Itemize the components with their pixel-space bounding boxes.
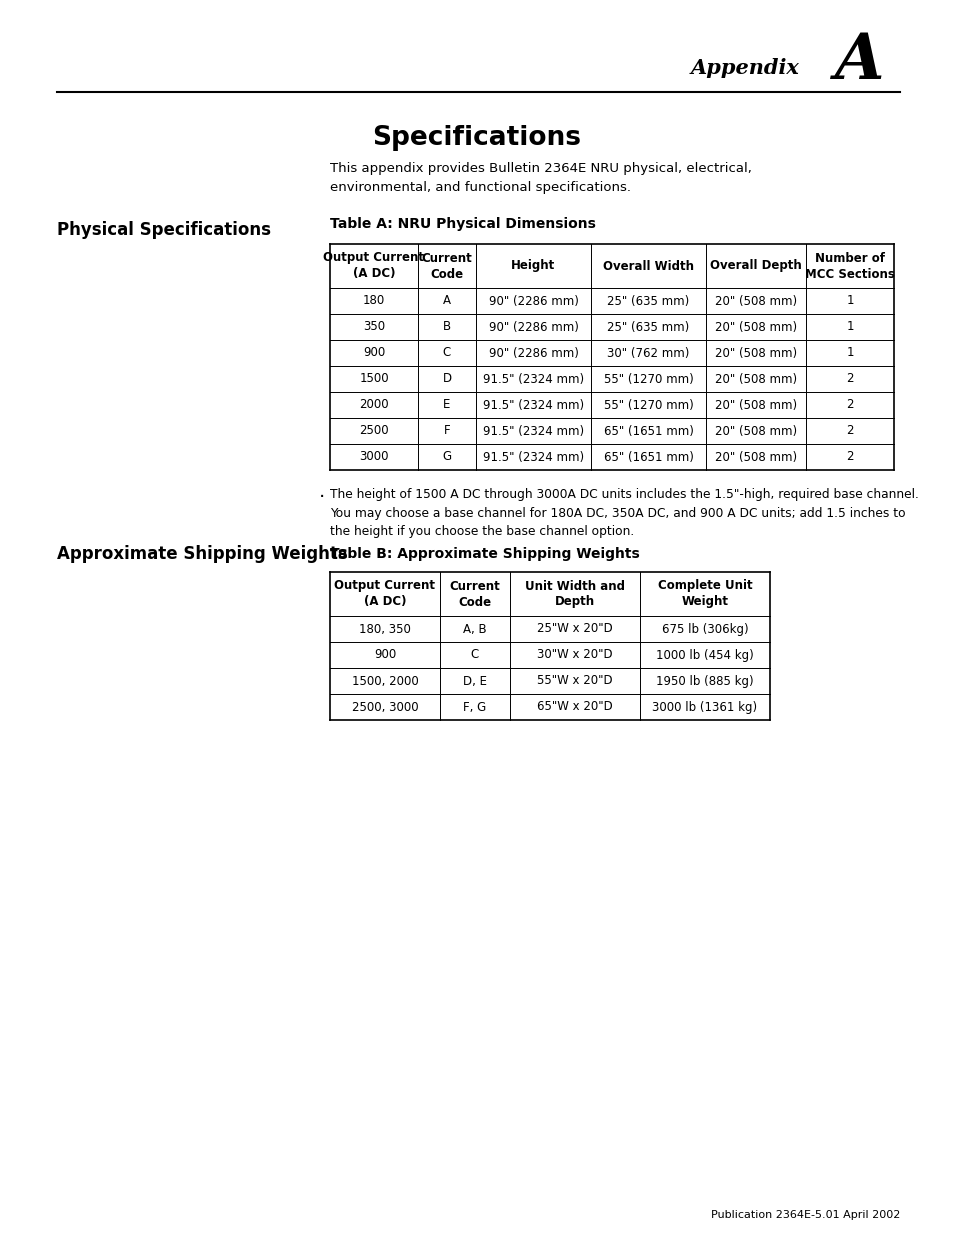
Text: 180: 180	[362, 294, 385, 308]
Text: 65" (1651 mm): 65" (1651 mm)	[603, 425, 693, 437]
Text: 20" (508 mm): 20" (508 mm)	[714, 321, 796, 333]
Text: 2: 2	[845, 373, 853, 385]
Text: 55" (1270 mm): 55" (1270 mm)	[603, 373, 693, 385]
Text: 91.5" (2324 mm): 91.5" (2324 mm)	[482, 373, 583, 385]
Text: 90" (2286 mm): 90" (2286 mm)	[488, 294, 578, 308]
Text: 90" (2286 mm): 90" (2286 mm)	[488, 321, 578, 333]
Text: 20" (508 mm): 20" (508 mm)	[714, 451, 796, 463]
Text: 1000 lb (454 kg): 1000 lb (454 kg)	[656, 648, 753, 662]
Text: E: E	[443, 399, 450, 411]
Text: 91.5" (2324 mm): 91.5" (2324 mm)	[482, 425, 583, 437]
Text: Complete Unit
Weight: Complete Unit Weight	[657, 579, 752, 609]
Text: Appendix: Appendix	[690, 58, 800, 78]
Text: Table A: NRU Physical Dimensions: Table A: NRU Physical Dimensions	[330, 217, 596, 231]
Text: Overall Width: Overall Width	[602, 259, 693, 273]
Text: 1: 1	[845, 347, 853, 359]
Text: The height of 1500 A DC through 3000A DC units includes the 1.5"-high, required : The height of 1500 A DC through 3000A DC…	[330, 488, 918, 538]
Text: 2: 2	[845, 425, 853, 437]
Text: B: B	[442, 321, 451, 333]
Text: G: G	[442, 451, 451, 463]
Text: 180, 350: 180, 350	[358, 622, 411, 636]
Text: 1: 1	[845, 321, 853, 333]
Text: A: A	[442, 294, 451, 308]
Text: Output Current
(A DC): Output Current (A DC)	[335, 579, 435, 609]
Text: 25"W x 20"D: 25"W x 20"D	[537, 622, 612, 636]
Text: A: A	[835, 31, 883, 93]
Text: 3000: 3000	[359, 451, 388, 463]
Text: 2: 2	[845, 399, 853, 411]
Text: 1950 lb (885 kg): 1950 lb (885 kg)	[656, 674, 753, 688]
Text: D, E: D, E	[462, 674, 486, 688]
Text: Specifications: Specifications	[372, 125, 581, 151]
Text: Approximate Shipping Weights: Approximate Shipping Weights	[57, 545, 348, 563]
Text: 350: 350	[362, 321, 385, 333]
Text: 91.5" (2324 mm): 91.5" (2324 mm)	[482, 399, 583, 411]
Text: 2500, 3000: 2500, 3000	[352, 700, 417, 714]
Text: 25" (635 mm): 25" (635 mm)	[607, 294, 689, 308]
Text: 20" (508 mm): 20" (508 mm)	[714, 373, 796, 385]
Text: C: C	[471, 648, 478, 662]
Text: Overall Depth: Overall Depth	[709, 259, 801, 273]
Text: 1: 1	[845, 294, 853, 308]
Text: 1500, 2000: 1500, 2000	[352, 674, 418, 688]
Text: F, G: F, G	[463, 700, 486, 714]
Text: 2500: 2500	[359, 425, 389, 437]
Text: 90" (2286 mm): 90" (2286 mm)	[488, 347, 578, 359]
Text: 20" (508 mm): 20" (508 mm)	[714, 399, 796, 411]
Text: 20" (508 mm): 20" (508 mm)	[714, 294, 796, 308]
Text: 65" (1651 mm): 65" (1651 mm)	[603, 451, 693, 463]
Text: Unit Width and
Depth: Unit Width and Depth	[524, 579, 624, 609]
Text: This appendix provides Bulletin 2364E NRU physical, electrical,
environmental, a: This appendix provides Bulletin 2364E NR…	[330, 162, 751, 194]
Text: Physical Specifications: Physical Specifications	[57, 221, 271, 240]
Text: 900: 900	[374, 648, 395, 662]
Text: Publication 2364E-5.01 April 2002: Publication 2364E-5.01 April 2002	[710, 1210, 899, 1220]
Text: 55"W x 20"D: 55"W x 20"D	[537, 674, 612, 688]
Text: ·: ·	[318, 488, 325, 508]
Text: Current
Code: Current Code	[421, 252, 472, 280]
Text: 55" (1270 mm): 55" (1270 mm)	[603, 399, 693, 411]
Text: A, B: A, B	[463, 622, 486, 636]
Text: F: F	[443, 425, 450, 437]
Text: 675 lb (306kg): 675 lb (306kg)	[661, 622, 747, 636]
Text: Output Current
(A DC): Output Current (A DC)	[323, 252, 424, 280]
Text: C: C	[442, 347, 451, 359]
Text: 20" (508 mm): 20" (508 mm)	[714, 347, 796, 359]
Text: 2: 2	[845, 451, 853, 463]
Text: 2000: 2000	[359, 399, 389, 411]
Text: 91.5" (2324 mm): 91.5" (2324 mm)	[482, 451, 583, 463]
Text: Table B: Approximate Shipping Weights: Table B: Approximate Shipping Weights	[330, 547, 639, 561]
Text: 3000 lb (1361 kg): 3000 lb (1361 kg)	[652, 700, 757, 714]
Text: 20" (508 mm): 20" (508 mm)	[714, 425, 796, 437]
Text: Number of
MCC Sections: Number of MCC Sections	[804, 252, 894, 280]
Text: 1500: 1500	[359, 373, 389, 385]
Text: 65"W x 20"D: 65"W x 20"D	[537, 700, 612, 714]
Text: D: D	[442, 373, 451, 385]
Text: 30" (762 mm): 30" (762 mm)	[607, 347, 689, 359]
Text: 900: 900	[362, 347, 385, 359]
Text: Height: Height	[511, 259, 555, 273]
Text: 25" (635 mm): 25" (635 mm)	[607, 321, 689, 333]
Text: Current
Code: Current Code	[449, 579, 500, 609]
Text: 30"W x 20"D: 30"W x 20"D	[537, 648, 612, 662]
